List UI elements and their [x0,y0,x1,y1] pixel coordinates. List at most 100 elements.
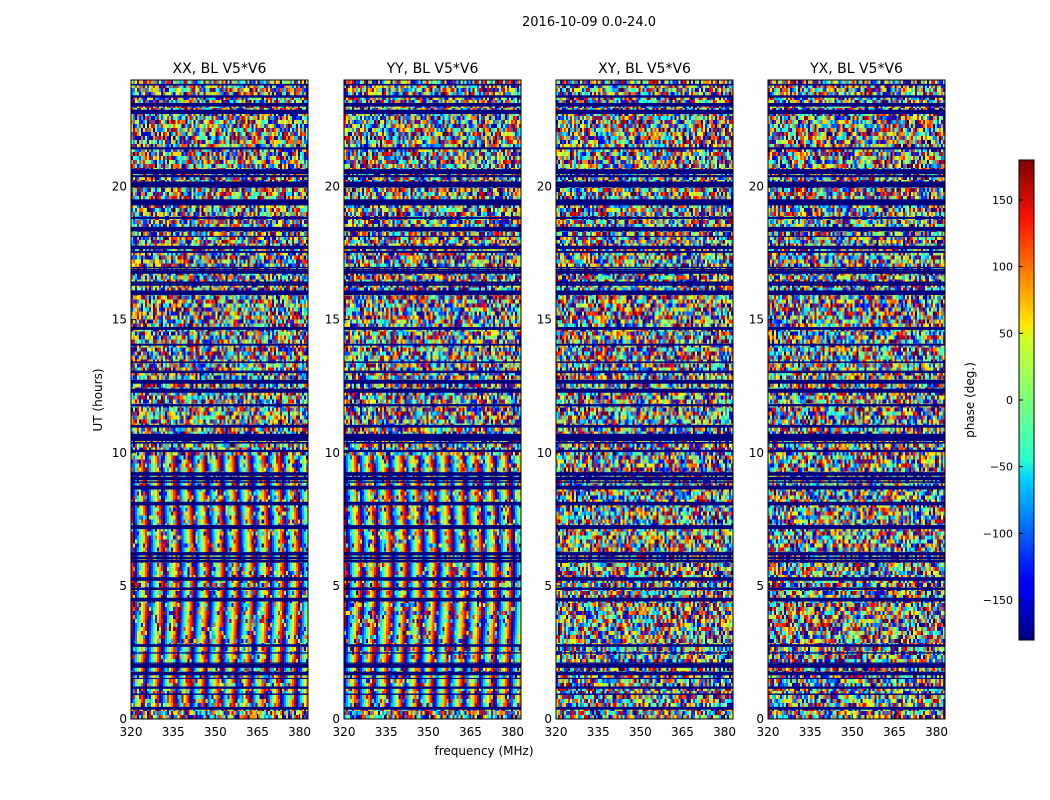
flag-stripe [556,291,733,295]
flag-stripe [768,527,945,530]
flag-stripe [131,202,308,206]
flag-stripe [344,199,521,203]
flag-stripe [131,686,308,689]
y-tick-label: 15 [537,313,552,327]
flag-stripe [556,677,733,679]
flag-stripe [556,597,733,600]
flag-stripe [344,361,521,363]
colorbar-tick-label: 150 [992,194,1013,207]
flag-stripe [768,147,945,150]
flag-stripe [556,476,733,481]
flag-stripe [344,442,521,444]
flag-stripe [768,111,945,114]
flag-stripe [556,433,733,437]
y-tick-label: 0 [332,712,340,726]
flag-stripe [768,226,945,230]
colorbar-label: phase (deg.) [963,362,977,438]
x-tick-label: 380 [288,725,311,739]
figure-title: 2016-10-09 0.0-24.0 [522,15,656,30]
flag-stripe [131,587,308,590]
x-tick-label: 380 [501,725,524,739]
flag-stripe [131,327,308,330]
flag-stripe [344,370,521,372]
flag-stripe [556,250,733,253]
flag-stripe [768,371,945,374]
flag-stripe [344,284,521,286]
y-tick-label: 0 [119,712,127,726]
flag-stripe [768,281,945,284]
flag-stripe [131,83,308,86]
flag-stripe [556,379,733,383]
flag-stripe [344,665,521,666]
flag-stripe [131,181,308,186]
flag-stripe [556,169,733,171]
flag-stripe [556,481,733,483]
flag-stripe [556,370,733,372]
flag-stripe [556,95,733,98]
flag-stripe [344,433,521,437]
colorbar-tick-label: −150 [983,594,1013,607]
x-tick-label: 380 [713,725,736,739]
flag-stripe [556,202,733,206]
x-tick-label: 350 [841,725,864,739]
flag-stripe [344,390,521,393]
panel-title: YY, BL V5*V6 [386,61,479,77]
flag-stripe [131,343,308,346]
flag-stripe [131,599,308,602]
flag-stripe [344,250,521,253]
colorbar-tick-label: 0 [1006,394,1013,407]
flag-stripe [344,175,521,178]
flag-stripe [131,597,308,600]
flag-stripe [556,390,733,393]
flag-stripe [131,559,308,563]
flag-stripe [556,404,733,407]
flag-stripe [131,449,308,453]
flag-stripe [344,270,521,274]
panel-4: YX, BL V5*V6 320 335 350 365 380 0 5 10 15 20 [749,61,948,739]
y-tick-label: 20 [112,180,127,194]
x-tick-label: 320 [333,725,356,739]
flag-stripe [344,216,521,219]
flag-stripe [556,501,733,506]
flag-stripe [131,284,308,286]
flag-stripe [344,556,521,559]
y-tick-label: 15 [749,313,764,327]
flag-stripe [131,111,308,114]
flag-stripe [556,216,733,219]
flag-stripe [344,597,521,600]
flag-stripe [768,693,945,695]
flag-stripe [768,250,945,253]
flag-stripe [344,577,521,579]
flag-stripe [556,437,733,442]
flag-stripe [556,361,733,363]
flag-stripe [768,587,945,590]
y-axis-label: UT (hours) [91,368,105,431]
flag-stripe [768,501,945,506]
x-tick-label: 335 [799,725,822,739]
y-tick-label: 10 [325,446,340,460]
colorbar: 150 100 50 0 −50 −100 −150 phase (deg.) [963,159,1035,641]
flag-stripe [556,184,733,188]
flag-stripe [768,577,945,579]
flag-stripe [556,552,733,556]
flag-stripe [131,390,308,393]
flag-stripe [768,370,945,372]
flag-stripe [344,404,521,407]
flag-stripe [556,599,733,602]
y-tick-label: 20 [537,180,552,194]
flag-stripe [344,111,521,114]
flag-stripe [344,103,521,107]
flag-stripe [768,476,945,481]
flag-stripe [344,327,521,330]
y-tick-label: 5 [119,579,127,593]
x-tick-label: 365 [671,725,694,739]
flag-stripe [556,227,733,232]
flag-stripe [556,343,733,346]
flag-stripe [131,671,308,676]
flag-stripe [768,424,945,428]
flag-stripe [768,199,945,203]
flag-stripe [768,442,945,444]
flag-stripe [768,671,945,676]
flag-stripes [768,83,945,710]
flag-stripe [556,686,733,689]
